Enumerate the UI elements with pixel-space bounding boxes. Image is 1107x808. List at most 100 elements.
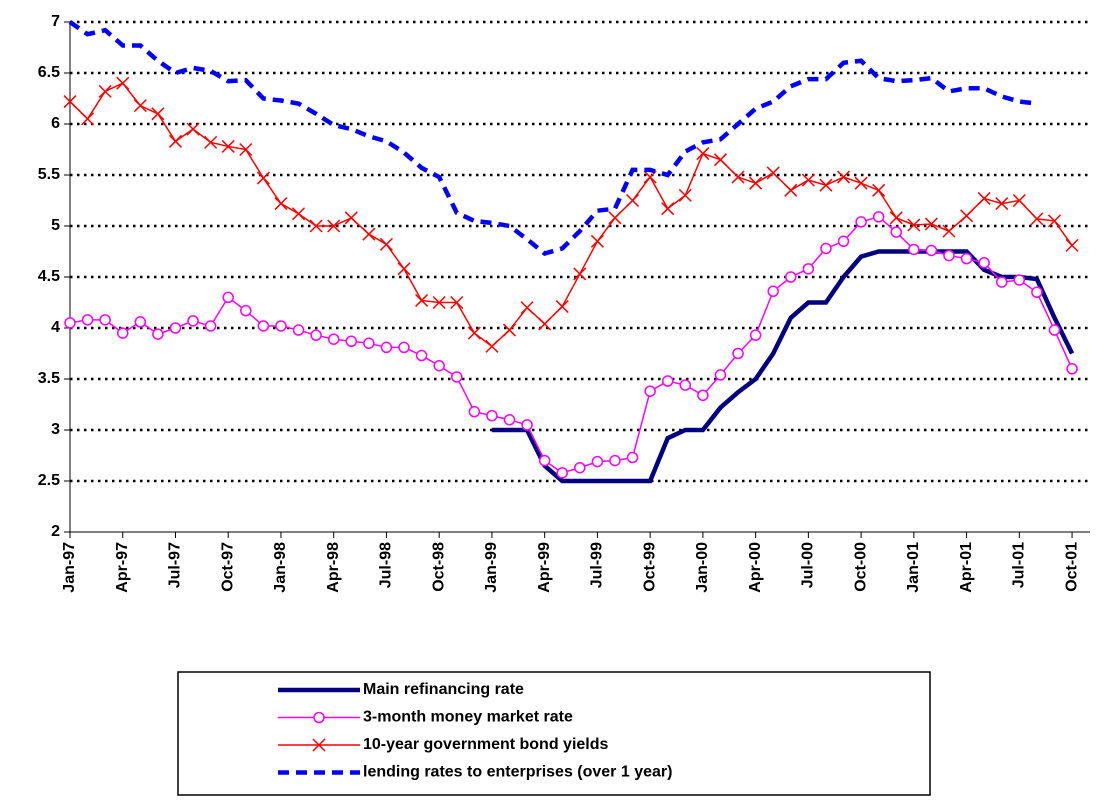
- point-marker: [451, 371, 463, 383]
- point-marker: [609, 454, 621, 467]
- x-tick-label: Jul-01: [1011, 542, 1028, 588]
- point-marker: [696, 147, 710, 161]
- point-marker: [942, 224, 956, 238]
- point-marker: [732, 347, 744, 360]
- point-marker: [924, 217, 938, 231]
- point-marker: [239, 142, 253, 157]
- x-tick-label: Apr-01: [958, 542, 975, 593]
- x-tick-label: Jul-97: [167, 542, 184, 588]
- point-marker: [907, 218, 921, 232]
- point-marker: [678, 188, 692, 202]
- point-marker: [872, 211, 885, 223]
- point-marker: [503, 414, 516, 426]
- point-marker: [890, 226, 903, 238]
- point-marker: [485, 339, 499, 353]
- point-marker: [398, 341, 410, 354]
- y-tick-label: 4.5: [38, 268, 60, 285]
- point-marker: [591, 455, 604, 468]
- point-marker: [344, 211, 358, 225]
- point-marker: [467, 326, 481, 340]
- legend-label: Main refinancing rate: [363, 681, 524, 698]
- x-tick-label: Jan-00: [694, 542, 711, 593]
- point-marker: [854, 176, 868, 190]
- point-marker: [626, 193, 640, 208]
- series-line: [69, 215, 1073, 474]
- x-tick-label: Oct-01: [1063, 542, 1080, 592]
- point-marker: [380, 341, 393, 354]
- x-tick-label: Jul-99: [589, 542, 606, 588]
- point-marker: [133, 99, 147, 113]
- point-marker: [363, 337, 375, 350]
- point-marker: [819, 178, 833, 192]
- point-marker: [644, 385, 656, 397]
- y-tick-label: 3.5: [38, 370, 60, 387]
- x-tick-label: Apr-97: [114, 542, 131, 593]
- y-tick-label: 5: [51, 217, 60, 234]
- point-marker: [222, 291, 234, 304]
- point-marker: [151, 107, 165, 121]
- point-marker: [450, 295, 464, 310]
- point-marker: [520, 301, 534, 315]
- point-marker: [99, 314, 111, 326]
- x-tick-label: Apr-99: [536, 542, 553, 593]
- point-marker: [204, 135, 218, 149]
- point-marker: [1048, 324, 1061, 336]
- point-marker: [590, 234, 604, 248]
- point-marker: [749, 329, 762, 341]
- point-marker: [801, 173, 815, 187]
- point-marker: [608, 211, 622, 225]
- legend-label: 3-month money market rate: [363, 709, 573, 726]
- point-marker: [64, 317, 76, 329]
- point-marker: [556, 467, 568, 479]
- point-marker: [555, 300, 569, 314]
- point-marker: [1012, 193, 1026, 208]
- point-marker: [168, 134, 183, 148]
- point-marker: [960, 252, 973, 265]
- point-marker: [310, 329, 322, 341]
- x-tick-label: Jan-98: [272, 542, 289, 593]
- x-tick-label: Jul-98: [378, 542, 395, 588]
- y-tick-label: 6: [51, 115, 60, 132]
- point-marker: [81, 314, 94, 326]
- x-tick-label: Oct-99: [641, 542, 658, 592]
- y-tick-label: 2.5: [38, 472, 60, 489]
- point-marker: [116, 327, 129, 339]
- point-marker: [221, 139, 235, 153]
- point-marker: [345, 335, 358, 348]
- point-marker: [784, 183, 798, 197]
- point-marker: [767, 285, 779, 298]
- point-marker: [1031, 286, 1043, 299]
- point-marker: [257, 320, 270, 332]
- point-marker: [275, 320, 287, 332]
- point-marker: [313, 711, 325, 724]
- y-tick-label: 7: [51, 13, 60, 30]
- x-tick-label: Oct-00: [852, 542, 869, 592]
- x-tick-label: Jul-00: [800, 542, 817, 588]
- point-marker: [1013, 274, 1026, 286]
- point-marker: [327, 333, 340, 345]
- point-marker: [766, 166, 780, 180]
- point-marker: [415, 349, 428, 362]
- point-marker: [626, 451, 639, 464]
- point-marker: [679, 379, 692, 391]
- point-marker: [538, 454, 551, 467]
- point-marker: [309, 219, 323, 233]
- point-marker: [855, 216, 867, 228]
- legend-label: 10-year government bond yields: [363, 736, 609, 753]
- point-marker: [292, 207, 306, 221]
- point-marker: [379, 237, 393, 251]
- y-tick-label: 5.5: [38, 166, 60, 183]
- point-marker: [240, 304, 252, 317]
- point-marker: [116, 76, 130, 90]
- point-marker: [960, 209, 974, 223]
- series-line: [69, 82, 1073, 348]
- point-marker: [977, 191, 991, 205]
- x-tick-label: Jan-99: [483, 542, 500, 593]
- point-marker: [187, 315, 199, 327]
- point-marker: [785, 271, 797, 283]
- point-marker: [433, 359, 445, 372]
- point-marker: [661, 375, 674, 387]
- point-marker: [802, 263, 815, 275]
- x-tick-label: Apr-98: [325, 542, 342, 593]
- legend-label: lending rates to enterprises (over 1 yea…: [363, 764, 672, 781]
